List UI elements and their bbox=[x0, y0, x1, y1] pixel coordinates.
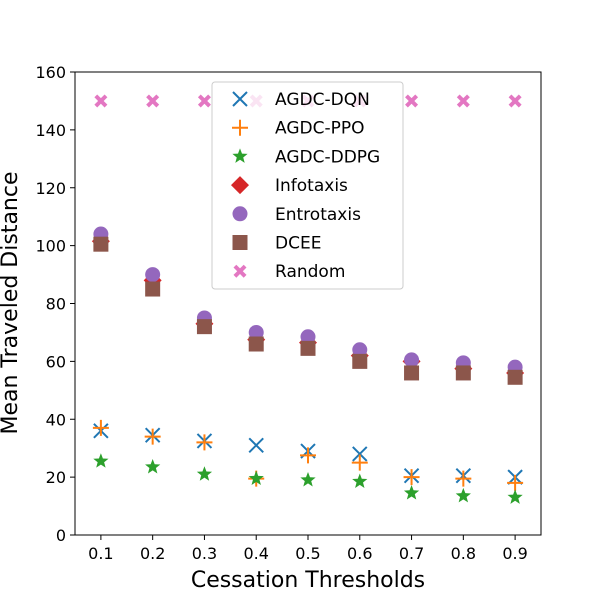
x-tick-label: 0.6 bbox=[347, 544, 372, 563]
point-agdc-ppo-0.8 bbox=[455, 470, 472, 487]
legend-marker-agdc-ppo bbox=[232, 119, 248, 136]
point-agdc-ppo-0.2 bbox=[144, 428, 161, 445]
point-dcee-0.2 bbox=[145, 281, 161, 297]
x-axis-label: Cessation Thresholds bbox=[191, 568, 425, 593]
legend-entry-infotaxis: Infotaxis bbox=[231, 176, 348, 196]
point-agdc-ddpg-0.3 bbox=[196, 466, 213, 481]
legend-marker-random bbox=[233, 264, 247, 278]
point-agdc-ppo-0.6 bbox=[351, 454, 368, 471]
point-random-0.1 bbox=[94, 94, 108, 108]
y-tick-label: 120 bbox=[35, 179, 66, 198]
point-agdc-ddpg-0.2 bbox=[145, 459, 161, 474]
y-tick-label: 100 bbox=[35, 237, 66, 256]
point-agdc-ddpg-0.8 bbox=[455, 487, 471, 503]
point-entrotaxis-0.4 bbox=[248, 324, 264, 340]
legend-marker-agdc-dqn bbox=[232, 91, 248, 107]
legend-label: Infotaxis bbox=[275, 176, 348, 196]
legend: AGDC-DQN AGDC-PPO AGDC-DDPG Infotaxis Entrot… bbox=[211, 81, 404, 290]
point-agdc-ppo-0.3 bbox=[196, 434, 213, 451]
x-tick-label: 0.7 bbox=[399, 544, 424, 563]
point-agdc-ddpg-0.4 bbox=[248, 470, 264, 486]
legend-entry-dcee: DCEE bbox=[232, 234, 321, 254]
point-agdc-ppo-0.5 bbox=[300, 447, 316, 464]
point-agdc-dqn-0.4 bbox=[248, 437, 264, 454]
x-tick-label: 0.3 bbox=[192, 544, 217, 563]
y-tick-label: 140 bbox=[35, 121, 66, 140]
legend-entry-random: Random bbox=[233, 262, 345, 282]
legend-box bbox=[211, 81, 404, 290]
legend-label: AGDC-PPO bbox=[275, 119, 364, 139]
legend-label: AGDC-DQN bbox=[275, 90, 370, 110]
point-entrotaxis-0.2 bbox=[145, 267, 161, 283]
point-dcee-0.9 bbox=[507, 369, 523, 385]
legend-entry-agdc-ddpg: AGDC-DDPG bbox=[232, 147, 380, 167]
y-tick-label: 80 bbox=[46, 295, 66, 314]
legend-entry-agdc-ppo: AGDC-PPO bbox=[232, 119, 364, 139]
point-agdc-ddpg-0.7 bbox=[403, 485, 420, 500]
legend-label: DCEE bbox=[275, 234, 321, 254]
y-tick-label: 60 bbox=[46, 352, 66, 371]
point-random-0.8 bbox=[456, 94, 470, 108]
point-random-0.3 bbox=[197, 94, 211, 108]
x-tick-label: 0.2 bbox=[140, 544, 165, 563]
legend-marker-dcee bbox=[232, 235, 248, 250]
legend-marker-infotaxis bbox=[231, 176, 249, 195]
legend-label: AGDC-DDPG bbox=[275, 147, 380, 167]
legend-marker-entrotaxis bbox=[232, 206, 248, 222]
point-dcee-0.1 bbox=[93, 236, 109, 252]
x-tick-label: 0.1 bbox=[88, 544, 113, 563]
y-tick-label: 20 bbox=[46, 468, 66, 487]
point-entrotaxis-0.6 bbox=[352, 342, 368, 358]
point-entrotaxis-0.7 bbox=[404, 352, 420, 368]
point-dcee-0.8 bbox=[455, 365, 471, 381]
point-random-0.2 bbox=[146, 94, 160, 108]
legend-entry-agdc-dqn: AGDC-DQN bbox=[232, 90, 370, 110]
x-tick-label: 0.4 bbox=[243, 544, 268, 563]
point-dcee-0.6 bbox=[352, 353, 368, 369]
point-agdc-ddpg-0.9 bbox=[507, 489, 523, 504]
point-agdc-ppo-0.1 bbox=[92, 419, 109, 436]
legend-marker-agdc-ddpg bbox=[232, 148, 248, 163]
point-dcee-0.4 bbox=[248, 336, 264, 352]
legend-label: Random bbox=[275, 262, 345, 282]
legend-label: Entrotaxis bbox=[275, 205, 361, 225]
y-tick-label: 0 bbox=[56, 526, 66, 545]
point-random-0.9 bbox=[508, 94, 522, 108]
series-agdc-ddpg bbox=[93, 453, 523, 504]
point-dcee-0.5 bbox=[300, 340, 316, 356]
point-agdc-ddpg-0.1 bbox=[93, 453, 109, 468]
y-tick-label: 40 bbox=[46, 410, 66, 429]
point-random-0.7 bbox=[405, 94, 419, 108]
x-tick-label: 0.8 bbox=[451, 544, 476, 563]
axis-ticks: 0.1 0.2 0.3 0.4 0.5 0.6 0.7 0.8 0.9 0 20 40 60 80 100 1… bbox=[35, 63, 527, 563]
y-tick-label: 160 bbox=[35, 63, 66, 82]
point-agdc-ddpg-0.5 bbox=[300, 472, 316, 487]
point-agdc-ppo-0.7 bbox=[403, 469, 420, 486]
point-agdc-dqn-0.6 bbox=[352, 446, 368, 462]
point-dcee-0.7 bbox=[404, 365, 420, 381]
x-tick-label: 0.9 bbox=[502, 544, 527, 563]
point-entrotaxis-0.5 bbox=[300, 329, 316, 345]
point-agdc-ppo-0.9 bbox=[507, 474, 524, 491]
series-dcee bbox=[93, 236, 523, 385]
point-dcee-0.3 bbox=[196, 319, 212, 335]
x-tick-label: 0.5 bbox=[295, 544, 320, 563]
legend-entry-entrotaxis: Entrotaxis bbox=[232, 205, 361, 225]
y-axis-label: Mean Traveled Distance bbox=[0, 171, 23, 434]
point-agdc-ddpg-0.6 bbox=[352, 473, 368, 488]
